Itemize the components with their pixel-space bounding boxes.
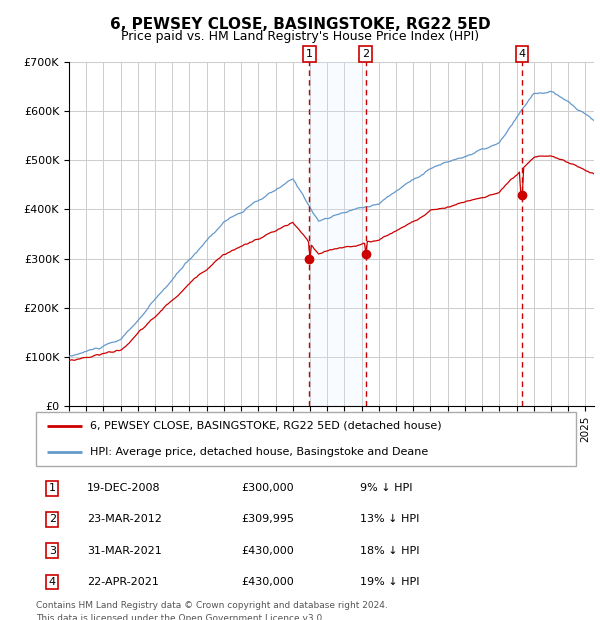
Text: 2: 2 — [49, 515, 56, 525]
Text: Price paid vs. HM Land Registry's House Price Index (HPI): Price paid vs. HM Land Registry's House … — [121, 30, 479, 43]
Text: 1: 1 — [49, 483, 56, 493]
Text: £430,000: £430,000 — [241, 577, 294, 587]
Text: 18% ↓ HPI: 18% ↓ HPI — [360, 546, 419, 556]
Text: 9% ↓ HPI: 9% ↓ HPI — [360, 483, 413, 493]
Text: £309,995: £309,995 — [241, 515, 294, 525]
Text: Contains HM Land Registry data © Crown copyright and database right 2024.: Contains HM Land Registry data © Crown c… — [36, 601, 388, 610]
Text: 6, PEWSEY CLOSE, BASINGSTOKE, RG22 5ED (detached house): 6, PEWSEY CLOSE, BASINGSTOKE, RG22 5ED (… — [90, 421, 442, 431]
Text: 3: 3 — [49, 546, 56, 556]
Text: This data is licensed under the Open Government Licence v3.0.: This data is licensed under the Open Gov… — [36, 614, 325, 620]
Text: £430,000: £430,000 — [241, 546, 294, 556]
Text: 22-APR-2021: 22-APR-2021 — [88, 577, 159, 587]
Text: 2: 2 — [362, 49, 369, 59]
Text: 6, PEWSEY CLOSE, BASINGSTOKE, RG22 5ED: 6, PEWSEY CLOSE, BASINGSTOKE, RG22 5ED — [110, 17, 490, 32]
Text: 4: 4 — [49, 577, 56, 587]
Text: 4: 4 — [518, 49, 526, 59]
Text: 13% ↓ HPI: 13% ↓ HPI — [360, 515, 419, 525]
Text: 23-MAR-2012: 23-MAR-2012 — [88, 515, 162, 525]
Text: 19-DEC-2008: 19-DEC-2008 — [88, 483, 161, 493]
Text: 19% ↓ HPI: 19% ↓ HPI — [360, 577, 419, 587]
Text: 31-MAR-2021: 31-MAR-2021 — [88, 546, 162, 556]
Text: 1: 1 — [306, 49, 313, 59]
FancyBboxPatch shape — [36, 412, 576, 466]
Text: £300,000: £300,000 — [241, 483, 294, 493]
Text: HPI: Average price, detached house, Basingstoke and Deane: HPI: Average price, detached house, Basi… — [90, 447, 428, 457]
Bar — [309, 62, 365, 406]
